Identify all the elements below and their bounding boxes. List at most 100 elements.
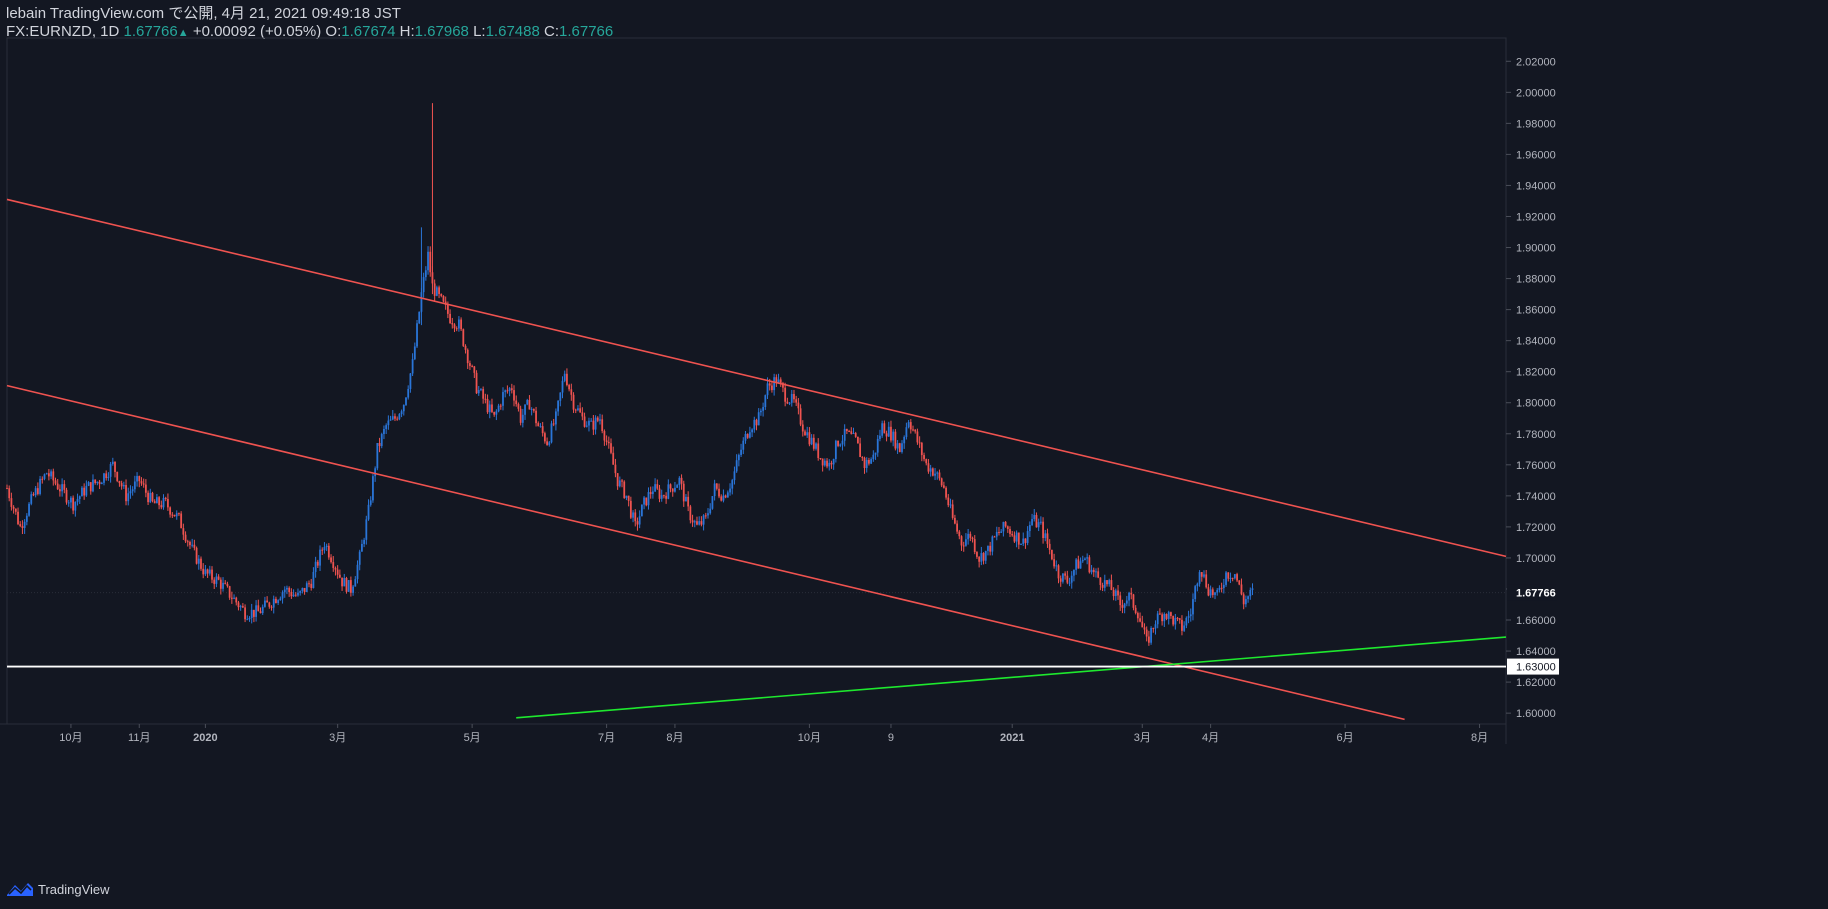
candle bbox=[217, 574, 220, 581]
plot-area bbox=[6, 37, 1507, 725]
candle bbox=[903, 435, 906, 449]
candle bbox=[1011, 530, 1014, 537]
x-tick-label: 7月 bbox=[598, 732, 615, 744]
candle bbox=[718, 483, 720, 499]
price-change: +0.00092 (+0.05%) bbox=[192, 23, 322, 40]
candle bbox=[111, 457, 114, 466]
candle bbox=[680, 474, 683, 490]
candle bbox=[389, 415, 392, 421]
symbol-label[interactable]: FX:EURNZD, 1D bbox=[6, 23, 120, 40]
candle bbox=[572, 392, 575, 413]
candle bbox=[1128, 591, 1130, 607]
candle bbox=[158, 496, 161, 510]
candle bbox=[958, 529, 961, 540]
candle bbox=[480, 388, 482, 392]
candle bbox=[916, 428, 919, 445]
tradingview-logo-icon bbox=[7, 883, 33, 896]
x-tick-label: 3月 bbox=[329, 732, 346, 744]
candle bbox=[493, 411, 496, 417]
candle bbox=[535, 406, 537, 427]
candle bbox=[1161, 612, 1164, 626]
candle bbox=[1092, 567, 1095, 577]
candle bbox=[308, 580, 310, 588]
candle bbox=[700, 516, 703, 527]
candle bbox=[879, 429, 881, 442]
candle bbox=[140, 477, 143, 486]
candle bbox=[230, 591, 233, 604]
candle bbox=[1174, 613, 1177, 630]
candle bbox=[1211, 587, 1214, 598]
close-value: 1.67766 bbox=[559, 23, 614, 40]
last-price: 1.67766 bbox=[123, 23, 178, 40]
candle bbox=[1066, 570, 1069, 585]
candle bbox=[764, 394, 767, 410]
candle bbox=[211, 566, 213, 584]
y-tick-label: 1.74000 bbox=[1516, 491, 1556, 503]
candle bbox=[156, 493, 158, 504]
candle bbox=[845, 428, 848, 435]
candle bbox=[956, 520, 959, 534]
candle bbox=[901, 440, 903, 454]
candle bbox=[167, 493, 169, 511]
candle bbox=[793, 389, 795, 403]
support-trendline[interactable] bbox=[516, 636, 1507, 719]
candle bbox=[1170, 611, 1172, 619]
candle bbox=[1028, 521, 1031, 538]
candle bbox=[936, 471, 939, 480]
candle bbox=[1015, 530, 1018, 548]
candle bbox=[372, 474, 374, 503]
candle bbox=[197, 555, 200, 570]
candle bbox=[744, 431, 747, 444]
price-axis[interactable]: 2.02000 2.00000 1.98000 1.96000 1.94000 1.920… bbox=[1506, 56, 1559, 720]
candle bbox=[297, 588, 299, 597]
candle bbox=[294, 592, 297, 597]
candle bbox=[486, 394, 489, 414]
candle bbox=[122, 481, 125, 489]
candle bbox=[54, 477, 57, 486]
time-axis[interactable]: 10月 11月 2020 3月 5月 7月 8月 10月 9 2021 3月 4月 6月 8月 bbox=[59, 724, 1488, 744]
candle bbox=[1247, 595, 1249, 603]
candle bbox=[1112, 587, 1115, 601]
candle bbox=[279, 596, 282, 601]
candle bbox=[537, 421, 540, 427]
candle bbox=[623, 480, 626, 499]
candle bbox=[1108, 578, 1111, 587]
candle bbox=[969, 531, 972, 542]
candle bbox=[131, 486, 134, 496]
candle bbox=[361, 539, 363, 552]
candle bbox=[358, 549, 361, 571]
upper-channel-trendline[interactable] bbox=[6, 198, 1507, 558]
candle bbox=[248, 616, 251, 622]
candle bbox=[660, 489, 663, 502]
candle bbox=[239, 604, 242, 611]
candle bbox=[1165, 613, 1168, 621]
candle bbox=[56, 478, 59, 490]
candle bbox=[92, 474, 94, 493]
candle bbox=[687, 491, 690, 512]
lower-channel-trendline[interactable] bbox=[6, 384, 1405, 721]
candle bbox=[665, 492, 668, 504]
candle bbox=[394, 413, 396, 422]
high-label: H: bbox=[399, 23, 415, 40]
candle bbox=[504, 389, 507, 398]
candle bbox=[175, 510, 178, 520]
candle bbox=[341, 577, 343, 591]
candle bbox=[726, 490, 729, 498]
candle bbox=[724, 494, 727, 499]
branding[interactable]: TradingView bbox=[6, 880, 110, 898]
candle bbox=[383, 425, 385, 440]
candle bbox=[801, 420, 804, 437]
candle bbox=[669, 483, 672, 493]
candle bbox=[1200, 572, 1203, 582]
candle bbox=[812, 434, 815, 451]
candle bbox=[521, 408, 524, 428]
tradingview-brand: TradingView bbox=[38, 881, 110, 897]
candle bbox=[887, 421, 890, 438]
candle bbox=[1154, 620, 1157, 635]
candle bbox=[433, 279, 436, 302]
candle bbox=[109, 461, 112, 483]
candle bbox=[729, 483, 731, 496]
y-tick-label: 1.92000 bbox=[1516, 211, 1556, 223]
candle bbox=[103, 472, 105, 486]
